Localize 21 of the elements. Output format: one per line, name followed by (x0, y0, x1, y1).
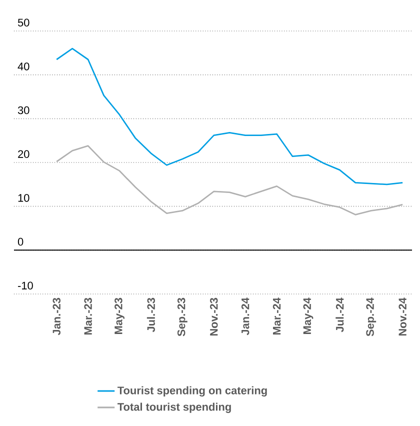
y-tick-label: -10 (18, 282, 33, 290)
x-tick-label: Mar.-24 (272, 298, 281, 335)
legend-label: Total tourist spending (118, 402, 231, 413)
x-tick-label: Jan.-24 (241, 298, 250, 336)
x-tick-label: May-23 (114, 298, 124, 334)
x-tick-label: Jul.-23 (146, 298, 155, 332)
x-tick-label: May-24 (303, 298, 314, 334)
x-tick-label: Sep.-24 (366, 298, 376, 336)
y-tick-label: 50 (18, 18, 30, 26)
y-tick-label: 20 (18, 150, 30, 158)
y-tick-label: 10 (18, 194, 30, 202)
x-tick-label: Mar.-23 (84, 298, 92, 335)
x-tick-label: Jul.-24 (336, 298, 344, 332)
legend-label: Tourist spending on catering (118, 386, 267, 397)
x-tick-label: Nov.-24 (398, 298, 406, 336)
y-tick-label: 0 (18, 238, 24, 246)
y-tick-label: 40 (18, 62, 30, 70)
x-tick-label: Jan.-23 (52, 298, 61, 336)
x-tick-label: Sep.-23 (177, 298, 188, 336)
x-tick-label: Nov.-23 (210, 298, 218, 336)
y-tick-label: 30 (18, 106, 30, 114)
